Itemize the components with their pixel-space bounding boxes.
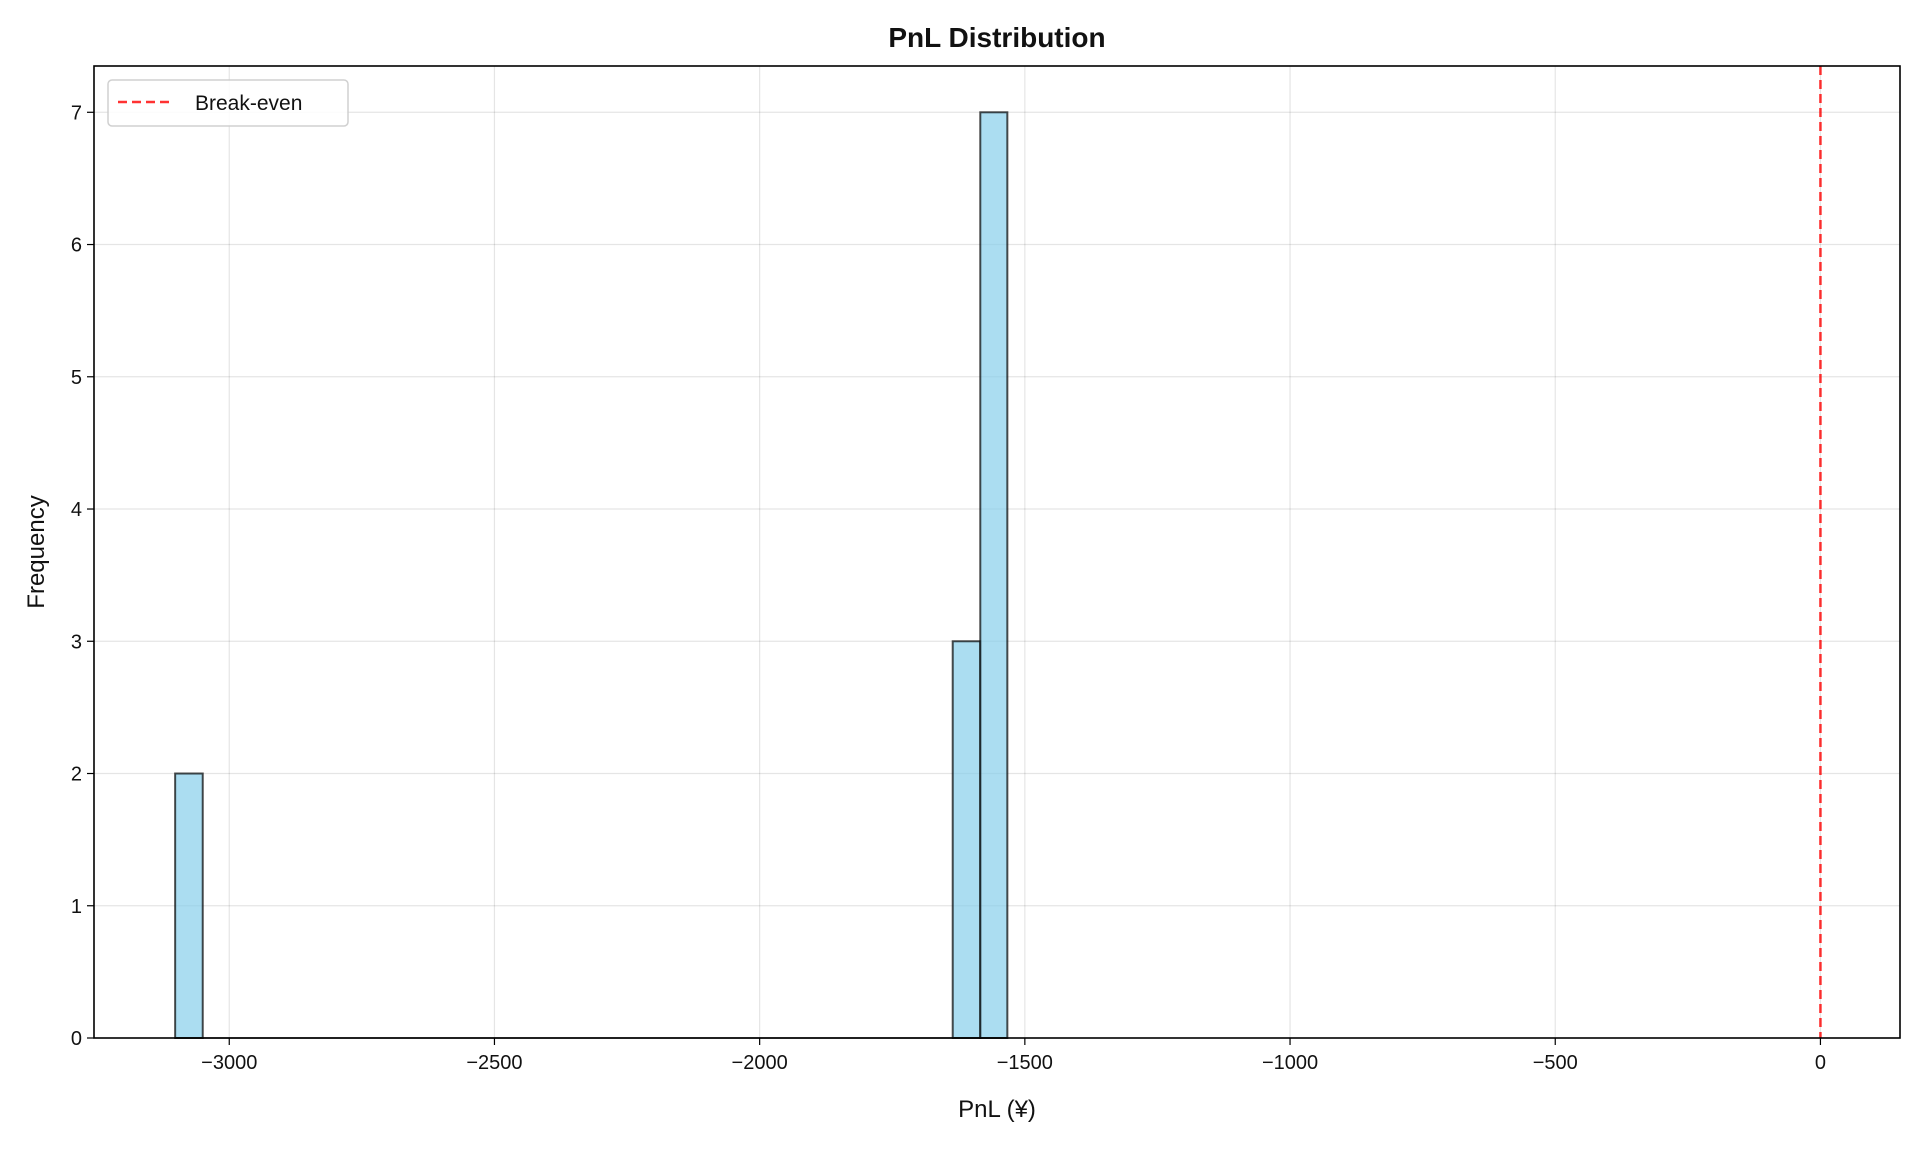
chart-title: PnL Distribution <box>888 22 1105 53</box>
x-tick-label: −1500 <box>997 1052 1053 1074</box>
y-tick-label: 3 <box>71 631 82 653</box>
legend-break-even-label: Break-even <box>195 92 302 115</box>
x-axis: −3000 −2500 −2000 −1500 −1000 −500 0 <box>201 1038 1826 1074</box>
y-axis-label: Frequency <box>23 495 50 608</box>
x-tick-label: −2000 <box>732 1052 788 1074</box>
y-tick-label: 0 <box>71 1028 82 1050</box>
y-tick-label: 4 <box>71 499 82 521</box>
plot-frame <box>93 65 1901 1039</box>
y-axis: 0 1 2 3 4 5 6 7 <box>71 102 94 1050</box>
x-tick-label: −3000 <box>201 1052 257 1074</box>
bars <box>174 111 1009 1040</box>
x-axis-label: PnL (¥) <box>958 1096 1036 1123</box>
legend: Break-even <box>107 79 349 127</box>
histogram-bar <box>174 772 204 1039</box>
histogram-bar <box>951 640 982 1039</box>
y-tick-label: 2 <box>71 764 82 786</box>
legend-box <box>107 79 349 127</box>
x-tick-label: 0 <box>1815 1052 1826 1074</box>
y-tick-label: 6 <box>71 235 82 257</box>
y-tick-label: 7 <box>71 102 82 124</box>
x-tick-label: −2500 <box>466 1052 522 1074</box>
y-tick-label: 5 <box>71 367 82 389</box>
y-tick-label: 1 <box>71 896 82 918</box>
x-tick-label: −500 <box>1533 1052 1578 1074</box>
x-tick-label: −1000 <box>1262 1052 1318 1074</box>
histogram-bar <box>979 111 1009 1040</box>
